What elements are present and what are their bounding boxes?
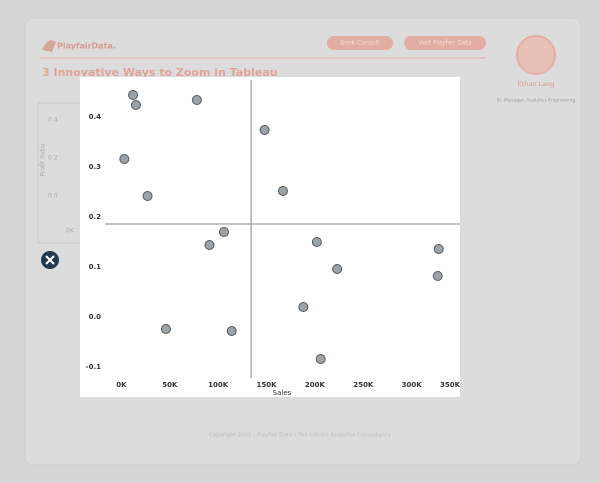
- close-cross[interactable]: [45, 255, 55, 265]
- background-axis-title: Profit Ratio: [40, 143, 47, 176]
- x-tick-label: 350K: [440, 381, 461, 389]
- x-axis-title: Sales: [273, 389, 292, 397]
- x-tick-label: 100K: [208, 381, 229, 389]
- point: [218, 227, 229, 237]
- point: [142, 191, 153, 201]
- point: [277, 186, 288, 196]
- author-role: Sr. Manager, Analytics Engineering: [497, 98, 576, 104]
- author-name: Ethan Lang: [518, 80, 555, 88]
- close-button[interactable]: [41, 251, 59, 269]
- logo: PlayfairData.: [57, 42, 116, 51]
- background-tick: 0.0: [48, 193, 58, 200]
- point: [315, 354, 326, 364]
- point: [259, 125, 270, 135]
- y-tick-label: 0.2: [89, 213, 102, 221]
- point: [191, 95, 202, 105]
- y-tick-label: 0.3: [89, 163, 102, 171]
- point: [298, 302, 309, 312]
- background-tick: 0.4: [48, 117, 58, 124]
- point: [433, 244, 444, 254]
- point: [432, 271, 443, 281]
- x-tick-label: 150K: [257, 381, 278, 389]
- x-tick-label: 300K: [402, 381, 423, 389]
- x-tick-label: 250K: [353, 381, 374, 389]
- point: [311, 237, 322, 247]
- y-tick-label: 0.1: [89, 263, 102, 271]
- background-tick: 0K: [66, 228, 75, 235]
- button[interactable]: [327, 36, 393, 50]
- button[interactable]: [404, 36, 486, 50]
- author-avatar: [516, 35, 556, 75]
- button-label[interactable]: Visit Playfair Data: [418, 40, 472, 47]
- x-tick-label: 50K: [162, 381, 178, 389]
- y-tick-label: -0.1: [86, 363, 101, 371]
- point: [119, 154, 130, 164]
- point: [128, 90, 139, 100]
- x-tick-label: 200K: [305, 381, 326, 389]
- article-title: 3 Innovative Ways to Zoom in Tableau: [42, 66, 278, 79]
- point: [226, 326, 237, 336]
- y-tick-label: 0.4: [89, 113, 102, 121]
- scatter-chart: 0.4 0.3 0.2 0.0 0.1 -0.1 0K 50K 100K 150K 200K 250K…: [86, 80, 461, 389]
- logo-icon: [42, 40, 56, 52]
- button-label[interactable]: Book Consult: [340, 40, 380, 47]
- x-tick-label: 0K: [116, 381, 127, 389]
- modal: [80, 77, 460, 397]
- background-tick: 0.2: [48, 155, 58, 162]
- point: [204, 240, 215, 250]
- point: [332, 264, 343, 274]
- point: [160, 324, 171, 334]
- point: [130, 100, 141, 110]
- y-tick-label: 0.0: [89, 313, 102, 321]
- footer: Copyright 2021 · Playfair Data | The Inf…: [209, 433, 392, 439]
